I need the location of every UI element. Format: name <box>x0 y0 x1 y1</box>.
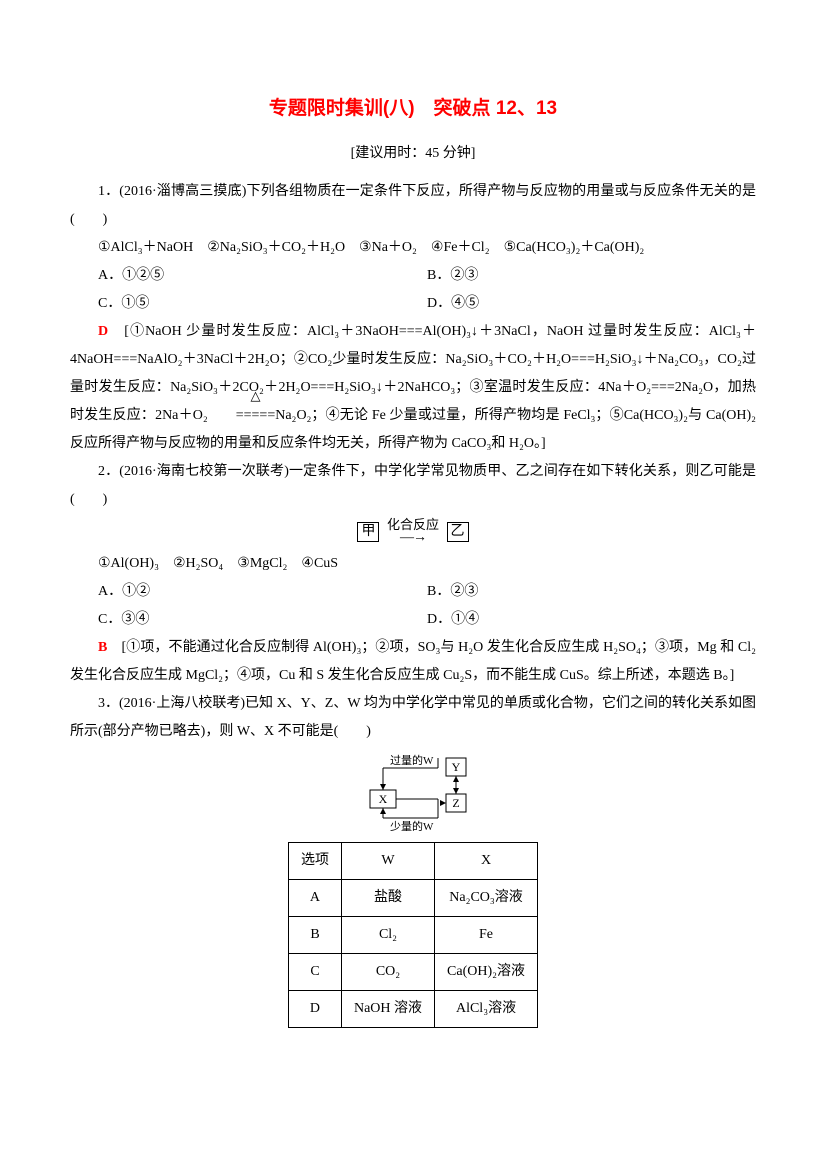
th-w: W <box>341 843 434 880</box>
q1-options-row1: A．①②⑤ B．②③ <box>70 262 756 290</box>
cell: D <box>288 991 341 1028</box>
diagram-arrow: ―→ <box>387 531 439 545</box>
table-header-row: 选项 W X <box>288 843 537 880</box>
flow-y: Y <box>452 760 461 774</box>
cell: Fe <box>435 917 538 954</box>
table-row: D NaOH 溶液 AlCl₃溶液 <box>288 991 537 1028</box>
th-option: 选项 <box>288 843 341 880</box>
cell: NaOH 溶液 <box>341 991 434 1028</box>
q2-option-c: C．③④ <box>98 606 427 634</box>
cell: Na₂CO₃溶液 <box>435 880 538 917</box>
q3-stem: 3．(2016·上海八校联考)已知 X、Y、Z、W 均为中学化学中常见的单质或化… <box>70 690 756 746</box>
cell: B <box>288 917 341 954</box>
q2-explanation: B [①项，不能通过化合反应制得 Al(OH)₃；②项，SO₃与 H₂O 发生化… <box>70 634 756 690</box>
flow-svg: 过量的W X Y Z 少量的W <box>328 750 498 836</box>
diagram-arrow-block: 化合反应 ―→ <box>387 518 439 545</box>
q1-stem: 1．(2016·淄博高三摸底)下列各组物质在一定条件下反应，所得产物与反应物的用… <box>70 178 756 234</box>
triangle-icon: △ <box>222 383 260 409</box>
q1-options-row2: C．①⑤ D．④⑤ <box>70 290 756 318</box>
q1-answer: D <box>98 324 108 339</box>
equal-line: ===== <box>236 408 275 423</box>
cell: AlCl₃溶液 <box>435 991 538 1028</box>
q2-explain-text: [①项，不能通过化合反应制得 Al(OH)₃；②项，SO₃与 H₂O 发生化合反… <box>70 640 756 683</box>
q2-options-row1: A．①② B．②③ <box>70 578 756 606</box>
page-title: 专题限时集训(八) 突破点 12、13 <box>70 90 756 128</box>
q1-option-b: B．②③ <box>427 262 756 290</box>
diagram-box-right: 乙 <box>447 522 469 542</box>
flow-label-top: 过量的W <box>390 753 434 767</box>
q2-stem: 2．(2016·海南七校第一次联考)一定条件下，中学化学常见物质甲、乙之间存在如… <box>70 458 756 514</box>
cell: Ca(OH)₂溶液 <box>435 954 538 991</box>
time-hint: [建议用时：45 分钟] <box>70 140 756 168</box>
table-row: A 盐酸 Na₂CO₃溶液 <box>288 880 537 917</box>
delta-symbol: △===== <box>208 402 275 430</box>
q1-option-d: D．④⑤ <box>427 290 756 318</box>
flow-z: Z <box>452 796 459 810</box>
cell: Cl₂ <box>341 917 434 954</box>
q3-table: 选项 W X A 盐酸 Na₂CO₃溶液 B Cl₂ Fe C CO₂ Ca(O… <box>288 842 538 1028</box>
cell: CO₂ <box>341 954 434 991</box>
q2-option-b: B．②③ <box>427 578 756 606</box>
q1-option-a: A．①②⑤ <box>98 262 427 290</box>
q2-option-a: A．①② <box>98 578 427 606</box>
flow-label-bot: 少量的W <box>390 819 434 833</box>
q2-items: ①Al(OH)₃ ②H₂SO₄ ③MgCl₂ ④CuS <box>70 550 756 578</box>
diagram-box-left: 甲 <box>357 522 379 542</box>
q2-diagram: 甲 化合反应 ―→ 乙 <box>70 518 756 546</box>
q1-option-c: C．①⑤ <box>98 290 427 318</box>
cell: A <box>288 880 341 917</box>
q1-explanation: D [①NaOH 少量时发生反应：AlCl₃＋3NaOH===Al(OH)₃↓＋… <box>70 318 756 458</box>
cell: 盐酸 <box>341 880 434 917</box>
q2-options-row2: C．③④ D．①④ <box>70 606 756 634</box>
flow-x: X <box>379 792 388 806</box>
table-row: C CO₂ Ca(OH)₂溶液 <box>288 954 537 991</box>
q2-option-d: D．①④ <box>427 606 756 634</box>
q2-answer: B <box>98 640 107 655</box>
th-x: X <box>435 843 538 880</box>
table-row: B Cl₂ Fe <box>288 917 537 954</box>
q1-items: ①AlCl₃＋NaOH ②Na₂SiO₃＋CO₂＋H₂O ③Na＋O₂ ④Fe＋… <box>70 234 756 262</box>
cell: C <box>288 954 341 991</box>
q3-flow-diagram: 过量的W X Y Z 少量的W <box>70 750 756 836</box>
